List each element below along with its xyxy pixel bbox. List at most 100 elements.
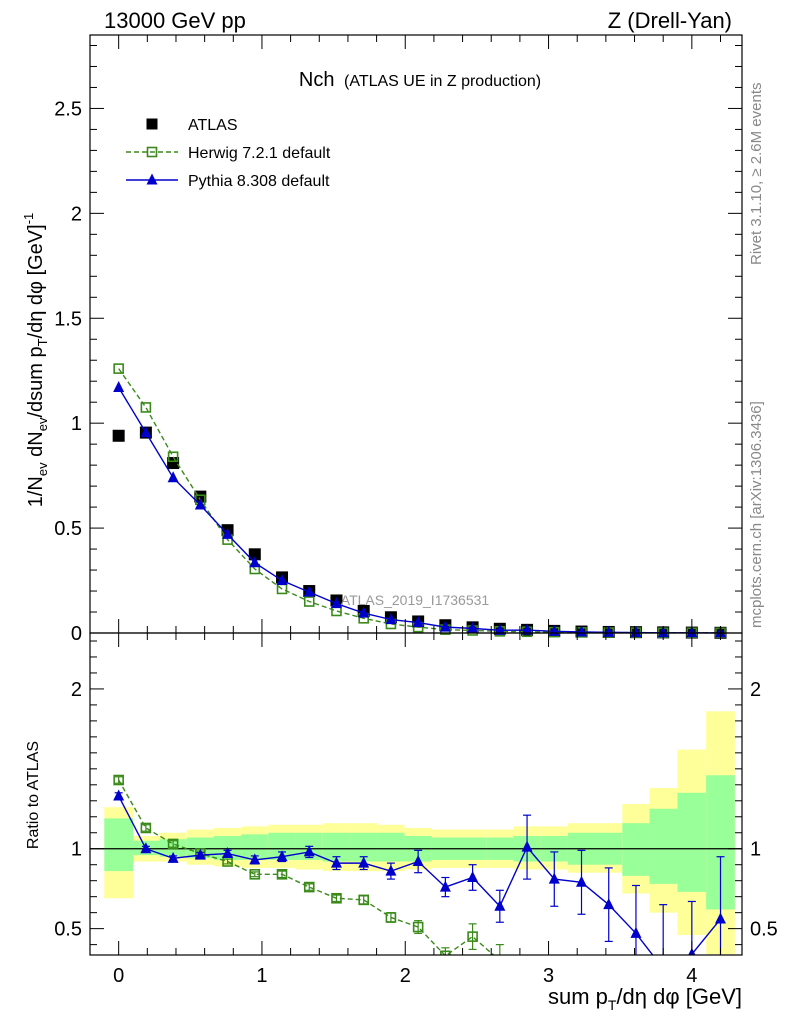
ratio-y-tick-label-right-0: 0.5 [750, 919, 778, 941]
ratio-band-inner-19 [622, 823, 650, 876]
ratio-y-tick-label-right-2: 2 [750, 679, 761, 701]
main-y-tick-label-4: 2 [71, 203, 82, 225]
main-data-point-1-1 [140, 402, 152, 413]
ratio-data-point-1-2 [167, 851, 179, 863]
ratio-data-point-0-2 [167, 838, 179, 850]
main-data-point-2-9 [358, 606, 370, 618]
main-data-point-2-19 [630, 626, 642, 638]
main-data-point-2-8 [330, 597, 342, 609]
main-data-point-0-0 [112, 429, 125, 442]
ratio-data-point-0-1 [140, 822, 152, 834]
ratio-data-point-0-6 [276, 869, 288, 880]
ratio-data-point-1-15 [521, 840, 533, 852]
main-data-point-0-5 [248, 548, 261, 561]
ratio-axes: 0.5 0.5 1 1 2 2 0 1 2 3 4 [54, 633, 778, 987]
ratio-panel: 0.5 0.5 1 1 2 2 0 1 2 3 4 Ratio to ATLAS sum pT/dη… [25, 632, 778, 1013]
ratio-data-point-1-7 [303, 845, 315, 857]
x-tick-label-2: 2 [400, 965, 411, 987]
legend-entry-1: Herwig 7.2.1 default [188, 145, 331, 162]
ratio-data-point-0-9 [358, 894, 369, 906]
main-data-point-2-7 [303, 585, 315, 597]
ratio-y-axis-label: Ratio to ATLAS [25, 741, 42, 849]
ratio-data-point-0-7 [303, 881, 315, 893]
x-axis-label: sum pT/dη dφ [GeV] [548, 984, 742, 1013]
plot-title-main: Nch [299, 69, 335, 91]
ratio-data-point-0-12 [440, 950, 451, 955]
main-data-point-0-2 [167, 457, 180, 470]
main-y-tick-label-3: 1.5 [54, 308, 82, 330]
header-right-label: Z (Drell-Yan) [608, 8, 732, 33]
ratio-data-point-1-5 [249, 853, 261, 865]
ratio-band-inner-21 [677, 792, 707, 892]
main-data-point-2-13 [467, 621, 479, 633]
main-data-point-1-0 [113, 363, 124, 374]
main-data-point-0-3 [194, 490, 207, 503]
main-axes: 0 0.5 1 1.5 2 2.5 [54, 35, 742, 645]
legend: ATLAS Herwig 7.2.1 default Pythia 8.308 de… [126, 117, 331, 190]
ratio-data-point-1-16 [548, 872, 560, 884]
main-data-point-2-3 [194, 498, 206, 510]
ratio-data-point-1-18 [603, 898, 615, 910]
ratio-y-tick-label-2: 2 [71, 679, 82, 701]
x-tick-label-0: 0 [113, 965, 124, 987]
ratio-data-point-1-6 [276, 850, 288, 862]
ratio-data-point-1-14 [494, 899, 506, 911]
main-y-tick-label-0: 0 [71, 623, 82, 645]
ratio-data-point-0-14 [495, 956, 504, 965]
ratio-data-point-1-0 [113, 789, 125, 801]
x-tick-label-3: 3 [543, 965, 554, 987]
legend-entry-0: ATLAS [188, 117, 238, 134]
ratio-data-point-1-3 [194, 848, 206, 860]
ratio-data-point-1-1 [140, 842, 152, 854]
ratio-series-layer [113, 774, 727, 973]
ratio-uncertainty-bands [104, 711, 735, 955]
ratio-y-tick-label-0: 0.5 [54, 919, 82, 941]
ratio-data-point-0-10 [385, 912, 397, 923]
legend-entry-2: Pythia 8.308 default [188, 173, 330, 190]
ratio-data-point-1-22 [715, 912, 727, 924]
ratio-data-point-1-20 [658, 962, 669, 973]
source-label: mcplots.cern.ch [arXiv:1306.3436] [748, 401, 765, 628]
x-tick-label-4: 4 [686, 965, 697, 987]
ratio-data-point-0-5 [249, 869, 261, 880]
main-data-point-1-2 [167, 451, 179, 463]
main-data-point-2-11 [412, 616, 424, 628]
header-left-label: 13000 GeV pp [104, 8, 246, 33]
analysis-watermark: ATLAS_2019_I1736531 [341, 592, 490, 608]
main-data-point-2-0 [113, 381, 125, 393]
ratio-data-point-1-4 [222, 847, 234, 859]
ratio-y-tick-label-1: 1 [71, 839, 82, 861]
main-data-point-2-15 [521, 623, 533, 635]
main-y-tick-label-1: 0.5 [54, 518, 82, 540]
main-data-point-1-7 [303, 596, 315, 607]
plot-title: Nch (ATLAS UE in Z production) [299, 69, 541, 91]
ratio-data-point-1-19 [630, 926, 642, 938]
ratio-series-line-0 [118, 779, 495, 955]
main-data-point-2-12 [439, 620, 451, 632]
main-y-tick-label-2: 1 [71, 413, 82, 435]
legend-marker-2 [146, 173, 158, 185]
main-data-point-2-4 [222, 527, 234, 539]
ratio-band-inner-10 [377, 832, 405, 862]
rivet-version-label: Rivet 3.1.10, ≥ 2.6M events [748, 83, 765, 266]
ratio-data-point-1-9 [358, 856, 370, 868]
legend-marker-1 [146, 146, 158, 158]
ratio-data-point-1-17 [576, 875, 588, 887]
ratio-data-point-1-8 [330, 856, 342, 868]
main-y-axis-label: 1/Nev dNev/dsum pT/dη dφ [GeV]-1 [21, 213, 50, 508]
ratio-band-inner-3 [186, 837, 214, 859]
ratio-data-point-0-13 [467, 931, 478, 942]
ratio-data-point-0-11 [412, 921, 424, 933]
ratio-data-point-0-8 [331, 892, 342, 904]
ratio-clipped-layer [113, 774, 727, 973]
ratio-data-point-0-0 [113, 774, 124, 786]
main-data-point-2-10 [385, 613, 397, 625]
ratio-data-point-1-10 [385, 864, 397, 876]
ratio-y-tick-label-right-1: 1 [750, 839, 761, 861]
ratio-band-inner-0 [104, 818, 133, 872]
main-data-point-2-6 [276, 574, 288, 586]
main-y-tick-label-5: 2.5 [54, 98, 82, 120]
main-panel: ATLAS_2019_I1736531 Nch (ATLAS UE in Z p… [21, 34, 743, 645]
main-data-point-2-5 [249, 556, 261, 568]
